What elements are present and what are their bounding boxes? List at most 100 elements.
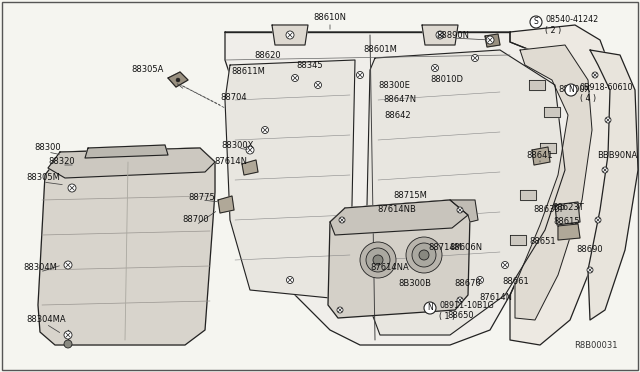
Text: ( 4 ): ( 4 ): [580, 93, 596, 103]
Circle shape: [314, 81, 321, 89]
Text: 87614NA: 87614NA: [371, 263, 410, 273]
Circle shape: [595, 217, 601, 223]
Polygon shape: [558, 224, 580, 240]
Text: 0B918-60610: 0B918-60610: [580, 83, 634, 93]
Text: 88642: 88642: [385, 110, 412, 119]
Text: 8B300B: 8B300B: [399, 279, 431, 289]
Text: ( 2 ): ( 2 ): [545, 26, 561, 35]
Circle shape: [64, 261, 72, 269]
Circle shape: [291, 74, 298, 81]
Circle shape: [436, 31, 444, 39]
Circle shape: [530, 16, 542, 28]
Text: 88305M: 88305M: [26, 173, 60, 183]
Polygon shape: [225, 60, 355, 300]
Circle shape: [366, 248, 390, 272]
Text: 88300E: 88300E: [378, 80, 410, 90]
Circle shape: [457, 297, 463, 303]
Circle shape: [472, 55, 479, 61]
Polygon shape: [422, 25, 458, 45]
Text: 88010D: 88010D: [431, 76, 463, 84]
Text: 88320: 88320: [49, 157, 76, 167]
Circle shape: [356, 71, 364, 78]
Circle shape: [477, 276, 483, 283]
Polygon shape: [555, 202, 580, 225]
Text: 88647N: 88647N: [383, 96, 417, 105]
Text: 88650: 88650: [448, 311, 474, 321]
Text: 88715M: 88715M: [393, 190, 427, 199]
Polygon shape: [365, 50, 565, 335]
Text: 08540-41242: 08540-41242: [545, 16, 598, 25]
Text: 88641: 88641: [527, 151, 554, 160]
Polygon shape: [529, 80, 545, 90]
Polygon shape: [510, 235, 526, 245]
Text: ( 1 ): ( 1 ): [439, 311, 455, 321]
Text: N: N: [568, 86, 574, 94]
Text: 88300X: 88300X: [559, 86, 591, 94]
Polygon shape: [48, 148, 215, 178]
Text: 88775: 88775: [189, 192, 216, 202]
Circle shape: [602, 167, 608, 173]
Polygon shape: [532, 147, 550, 165]
Circle shape: [68, 184, 76, 192]
Polygon shape: [544, 107, 560, 117]
Text: 88300X: 88300X: [222, 141, 254, 150]
Text: 88304MA: 88304MA: [26, 315, 66, 324]
Polygon shape: [242, 160, 258, 175]
Text: 88704: 88704: [221, 93, 247, 103]
Circle shape: [373, 255, 383, 265]
Circle shape: [337, 307, 343, 313]
Polygon shape: [218, 196, 234, 213]
Circle shape: [457, 207, 463, 213]
Text: 88601M: 88601M: [363, 45, 397, 55]
Circle shape: [64, 331, 72, 339]
Text: 08911-10B1G: 08911-10B1G: [439, 301, 493, 311]
Polygon shape: [330, 200, 468, 235]
Text: 88615: 88615: [554, 218, 580, 227]
Text: N: N: [427, 304, 433, 312]
Text: 88714M: 88714M: [428, 244, 462, 253]
Polygon shape: [328, 200, 470, 318]
Circle shape: [339, 217, 345, 223]
Text: R8B00031: R8B00031: [574, 340, 618, 350]
Polygon shape: [85, 145, 168, 158]
Circle shape: [64, 340, 72, 348]
Text: 88606N: 88606N: [449, 243, 483, 251]
Circle shape: [176, 78, 180, 82]
Text: 88610N: 88610N: [314, 13, 346, 22]
Text: 87614N: 87614N: [479, 294, 513, 302]
Text: 88300: 88300: [35, 144, 61, 153]
Circle shape: [412, 243, 436, 267]
Polygon shape: [272, 25, 308, 45]
Circle shape: [605, 117, 611, 123]
Polygon shape: [225, 32, 575, 345]
Circle shape: [406, 237, 442, 273]
Text: 87614N: 87614N: [214, 157, 248, 167]
Circle shape: [486, 36, 494, 44]
Polygon shape: [510, 25, 620, 345]
Circle shape: [431, 64, 438, 71]
Polygon shape: [540, 143, 556, 153]
Text: 88670: 88670: [454, 279, 481, 289]
Polygon shape: [38, 148, 215, 345]
Text: 88623T: 88623T: [552, 202, 584, 212]
Polygon shape: [168, 72, 188, 87]
Circle shape: [246, 146, 254, 154]
Circle shape: [262, 126, 269, 134]
Text: 88661: 88661: [502, 278, 529, 286]
Circle shape: [424, 302, 436, 314]
Text: 88345: 88345: [297, 61, 323, 70]
Text: 88630P: 88630P: [533, 205, 565, 215]
Circle shape: [565, 84, 577, 96]
Circle shape: [419, 250, 429, 260]
Polygon shape: [450, 200, 478, 222]
Polygon shape: [515, 45, 592, 320]
Circle shape: [502, 262, 509, 269]
Text: BBB90NA: BBB90NA: [597, 151, 637, 160]
Text: 88690: 88690: [577, 246, 604, 254]
Text: 87614NB: 87614NB: [378, 205, 417, 215]
Text: 88304M: 88304M: [23, 263, 57, 273]
Text: 88890N: 88890N: [436, 31, 470, 39]
Circle shape: [360, 242, 396, 278]
Polygon shape: [520, 190, 536, 200]
Text: 88305A: 88305A: [132, 65, 164, 74]
